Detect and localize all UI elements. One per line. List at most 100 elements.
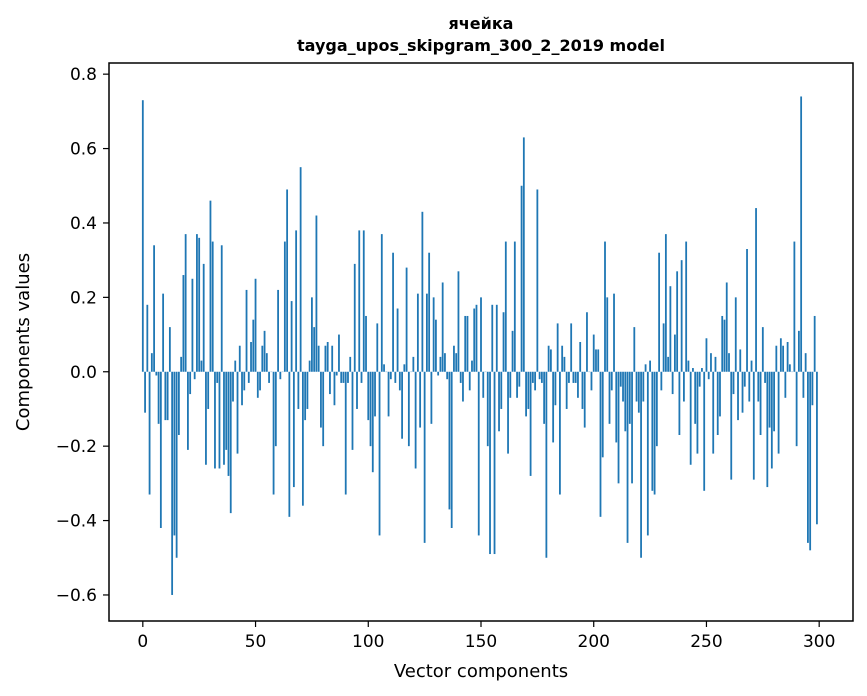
bar-245: [694, 371, 697, 424]
bar-270: [750, 360, 753, 372]
bar-235: [671, 371, 674, 395]
bar-212: [619, 371, 622, 387]
bar-274: [759, 371, 762, 435]
bar-186: [561, 345, 564, 372]
y-tick-label: 0.6: [70, 140, 97, 160]
bar-148: [475, 304, 478, 372]
bar-172: [529, 371, 532, 476]
bar-107: [383, 364, 385, 372]
bar-232: [664, 234, 667, 372]
bar-271: [752, 371, 755, 480]
bar-59: [274, 371, 277, 447]
bar-51: [256, 371, 259, 398]
chart-title: ячейка: [449, 14, 514, 33]
bar-52: [259, 371, 261, 391]
bar-156: [493, 371, 496, 555]
bar-109: [387, 371, 390, 417]
bar-251: [707, 371, 710, 380]
bar-135: [446, 371, 449, 380]
bar-40: [232, 371, 234, 402]
bar-224: [646, 371, 649, 536]
bar-56: [268, 371, 270, 383]
bar-111: [392, 252, 394, 372]
bar-244: [692, 368, 694, 372]
bar-215: [626, 371, 629, 543]
bar-41: [234, 360, 237, 372]
bar-120: [412, 356, 415, 372]
bar-210: [615, 371, 618, 443]
bar-258: [723, 319, 726, 372]
bar-97: [360, 371, 363, 383]
bar-134: [444, 353, 446, 372]
bar-196: [583, 371, 586, 428]
bar-137: [450, 371, 453, 528]
bar-76: [313, 327, 316, 372]
bar-54: [263, 330, 266, 372]
bar-220: [637, 371, 640, 413]
bar-260: [728, 353, 730, 372]
bar-297: [811, 371, 814, 406]
bar-87: [338, 334, 340, 372]
bar-22: [191, 278, 194, 372]
bar-65: [288, 371, 291, 517]
bar-262: [732, 371, 735, 395]
bar-116: [403, 364, 406, 372]
bar-74: [308, 360, 311, 372]
bar-247: [698, 371, 701, 387]
bar-44: [241, 371, 243, 406]
bar-139: [455, 353, 458, 372]
bar-84: [331, 345, 334, 372]
bar-61: [279, 371, 282, 380]
bar-47: [247, 371, 250, 383]
x-tick-label: 50: [245, 632, 267, 652]
bar-128: [430, 371, 433, 424]
plot-frame: [108, 62, 854, 622]
bar-253: [712, 371, 715, 454]
bar-20: [187, 371, 189, 450]
bar-71: [301, 371, 304, 506]
bar-284: [782, 345, 785, 372]
bar-264: [737, 371, 739, 421]
bar-237: [676, 271, 679, 372]
bar-85: [333, 371, 336, 406]
x-axis-label: Vector components: [394, 661, 568, 682]
bar-204: [601, 371, 604, 458]
bar-55: [265, 353, 268, 372]
bar-105: [378, 371, 381, 536]
bar-25: [198, 237, 201, 372]
bar-173: [531, 371, 534, 383]
bar-192: [574, 371, 577, 383]
bar-292: [800, 96, 803, 372]
bar-68: [295, 230, 298, 372]
bar-100: [367, 371, 370, 421]
bar-37: [225, 371, 228, 450]
bar-177: [540, 371, 543, 383]
bar-117: [405, 267, 408, 372]
bar-155: [491, 304, 494, 372]
bar-162: [507, 371, 509, 454]
bar-144: [466, 315, 469, 372]
bar-175: [536, 189, 539, 372]
bar-213: [622, 371, 624, 402]
bar-110: [389, 371, 392, 380]
bar-77: [315, 215, 318, 372]
bar-278: [768, 371, 771, 428]
bar-31: [211, 241, 214, 372]
bar-94: [353, 263, 356, 372]
bar-221: [640, 371, 642, 558]
bar-171: [527, 371, 530, 409]
bar-239: [680, 260, 683, 372]
bar-89: [342, 371, 345, 383]
bar-279: [770, 371, 773, 469]
bar-255: [716, 371, 719, 435]
bar-298: [813, 315, 816, 372]
bar-157: [495, 304, 498, 372]
bar-275: [761, 327, 764, 372]
bar-104: [376, 323, 379, 372]
bar-50: [254, 278, 257, 372]
bar-185: [559, 371, 561, 495]
bar-132: [439, 356, 442, 372]
y-axis-ticks: −0.6 −0.4 −0.2 0.0 0.2 0.4 0.6 0.8: [56, 65, 109, 606]
bar-195: [581, 371, 584, 409]
bar-112: [394, 371, 397, 383]
